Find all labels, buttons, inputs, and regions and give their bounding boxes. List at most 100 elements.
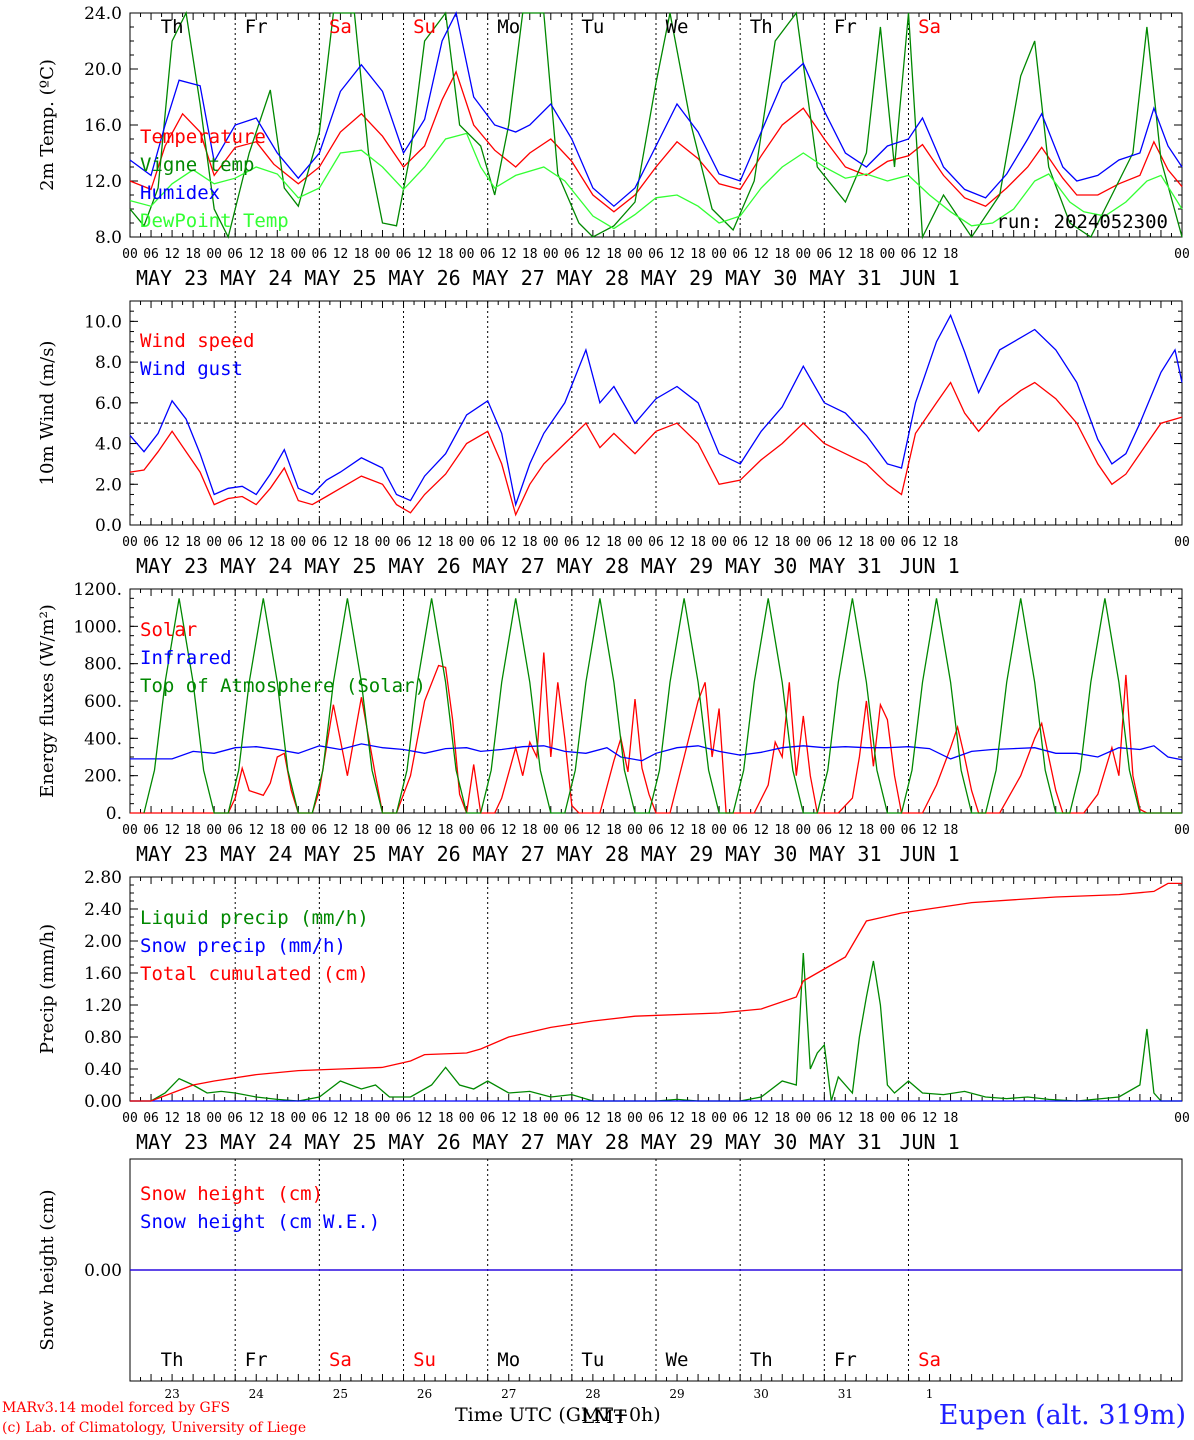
date-label: MAY 27 xyxy=(473,842,545,866)
hour-tick-label: 18 xyxy=(774,1111,790,1126)
y-axis-title: 2m Temp. (ºC) xyxy=(37,59,58,191)
hour-tick-label: 00 xyxy=(290,1111,306,1126)
legend-entry: Top of Atmosphere (Solar) xyxy=(140,675,426,697)
hour-tick-label: 00 xyxy=(711,1111,727,1126)
day-number-label: 1 xyxy=(926,1387,934,1401)
time-axis-overprint: LMT xyxy=(582,1406,627,1428)
hour-tick-label: 18 xyxy=(438,823,454,838)
hour-tick-label: 00 xyxy=(795,247,811,262)
hour-tick-label: 18 xyxy=(269,247,285,262)
hour-tick-label: 12 xyxy=(164,823,180,838)
hour-tick-label: 00 xyxy=(711,247,727,262)
weekday-label: Mo xyxy=(497,1349,520,1371)
hour-tick-label: 12 xyxy=(669,1111,685,1126)
date-label: JUN 1 xyxy=(899,1130,959,1154)
hour-tick-label: 06 xyxy=(396,823,412,838)
hour-tick-label: 12 xyxy=(501,247,517,262)
date-label: MAY 23 xyxy=(136,266,208,290)
hour-tick-label: 00 xyxy=(543,247,559,262)
hour-tick-label: 06 xyxy=(312,535,328,550)
legend-entry: Liquid precip (mm/h) xyxy=(140,907,369,929)
weekday-label: Th xyxy=(750,1349,773,1371)
hour-tick-label: 06 xyxy=(480,823,496,838)
weekday-label: Fr xyxy=(245,1349,268,1371)
hour-tick-label: 12 xyxy=(501,1111,517,1126)
hour-tick-label: 18 xyxy=(774,823,790,838)
weekday-label: Su xyxy=(413,1349,436,1371)
date-label: MAY 29 xyxy=(641,266,713,290)
date-label: MAY 23 xyxy=(136,842,208,866)
hour-tick-label: 18 xyxy=(859,1111,875,1126)
y-tick-label: 1.20 xyxy=(84,996,122,1016)
hour-tick-label: 18 xyxy=(606,1111,622,1126)
y-tick-label: 2.00 xyxy=(84,932,122,952)
y-tick-label: 16.0 xyxy=(84,116,122,136)
legend-entry: Snow height (cm) xyxy=(140,1183,323,1205)
series-line xyxy=(129,11,1183,208)
hour-tick-label: 12 xyxy=(838,535,854,550)
y-tick-label: 2.80 xyxy=(84,868,122,888)
date-label: MAY 25 xyxy=(304,554,376,578)
hour-tick-label: 12 xyxy=(248,535,264,550)
weekday-label: We xyxy=(666,16,689,38)
date-label: MAY 26 xyxy=(388,842,460,866)
hour-tick-label: 12 xyxy=(501,823,517,838)
date-label: MAY 25 xyxy=(304,842,376,866)
weekday-label: Tu xyxy=(581,1349,604,1371)
weekday-label: Th xyxy=(750,16,773,38)
weekday-label: Th xyxy=(161,1349,184,1371)
weekday-label: Sa xyxy=(329,1349,352,1371)
hour-tick-label: 00 xyxy=(206,823,222,838)
hour-tick-label: 06 xyxy=(732,1111,748,1126)
date-label: MAY 28 xyxy=(557,1130,629,1154)
hour-tick-label: 00 xyxy=(1174,535,1190,550)
date-label: MAY 25 xyxy=(304,1130,376,1154)
hour-tick-label: 12 xyxy=(669,247,685,262)
hour-tick-label: 06 xyxy=(396,247,412,262)
y-axis-title: Snow height (cm) xyxy=(37,1189,58,1350)
hour-tick-label: 00 xyxy=(627,823,643,838)
date-label: MAY 24 xyxy=(220,554,292,578)
series-line xyxy=(130,743,1183,762)
day-number-label: 23 xyxy=(164,1387,179,1401)
date-label: JUN 1 xyxy=(899,266,959,290)
y-tick-label: 24.0 xyxy=(84,4,122,24)
series-line xyxy=(129,313,1183,508)
hour-tick-label: 18 xyxy=(522,1111,538,1126)
date-label: MAY 31 xyxy=(809,1130,881,1154)
hour-tick-label: 06 xyxy=(227,535,243,550)
date-label: MAY 28 xyxy=(557,554,629,578)
hour-tick-label: 06 xyxy=(732,535,748,550)
hour-tick-label: 00 xyxy=(627,247,643,262)
hour-tick-label: 00 xyxy=(543,1111,559,1126)
hour-tick-label: 18 xyxy=(438,247,454,262)
hour-tick-label: 18 xyxy=(269,535,285,550)
legend-entry: Temperature xyxy=(140,126,266,148)
hour-tick-label: 00 xyxy=(122,1111,138,1126)
hour-tick-label: 12 xyxy=(333,1111,349,1126)
y-tick-label: 600. xyxy=(84,692,122,712)
hour-tick-label: 18 xyxy=(943,535,959,550)
hour-tick-label: 12 xyxy=(922,247,938,262)
hour-tick-label: 06 xyxy=(312,247,328,262)
hour-tick-label: 06 xyxy=(143,247,159,262)
series-line xyxy=(129,70,1183,213)
date-label: MAY 27 xyxy=(473,554,545,578)
date-label: MAY 29 xyxy=(641,554,713,578)
hour-tick-label: 06 xyxy=(143,1111,159,1126)
hour-tick-label: 00 xyxy=(795,823,811,838)
hour-tick-label: 00 xyxy=(543,823,559,838)
date-label: MAY 31 xyxy=(809,266,881,290)
hour-tick-label: 00 xyxy=(122,823,138,838)
legend-entry: Wind gust xyxy=(140,358,243,380)
y-tick-label: 1200. xyxy=(73,580,122,600)
hour-tick-label: 12 xyxy=(753,535,769,550)
hour-tick-label: 18 xyxy=(185,823,201,838)
day-number-label: 27 xyxy=(501,1387,516,1401)
weekday-label: We xyxy=(666,1349,689,1371)
series-line xyxy=(129,10,1183,240)
hour-tick-label: 18 xyxy=(690,535,706,550)
hour-tick-label: 18 xyxy=(859,535,875,550)
date-label: MAY 23 xyxy=(136,1130,208,1154)
date-label: MAY 26 xyxy=(388,266,460,290)
